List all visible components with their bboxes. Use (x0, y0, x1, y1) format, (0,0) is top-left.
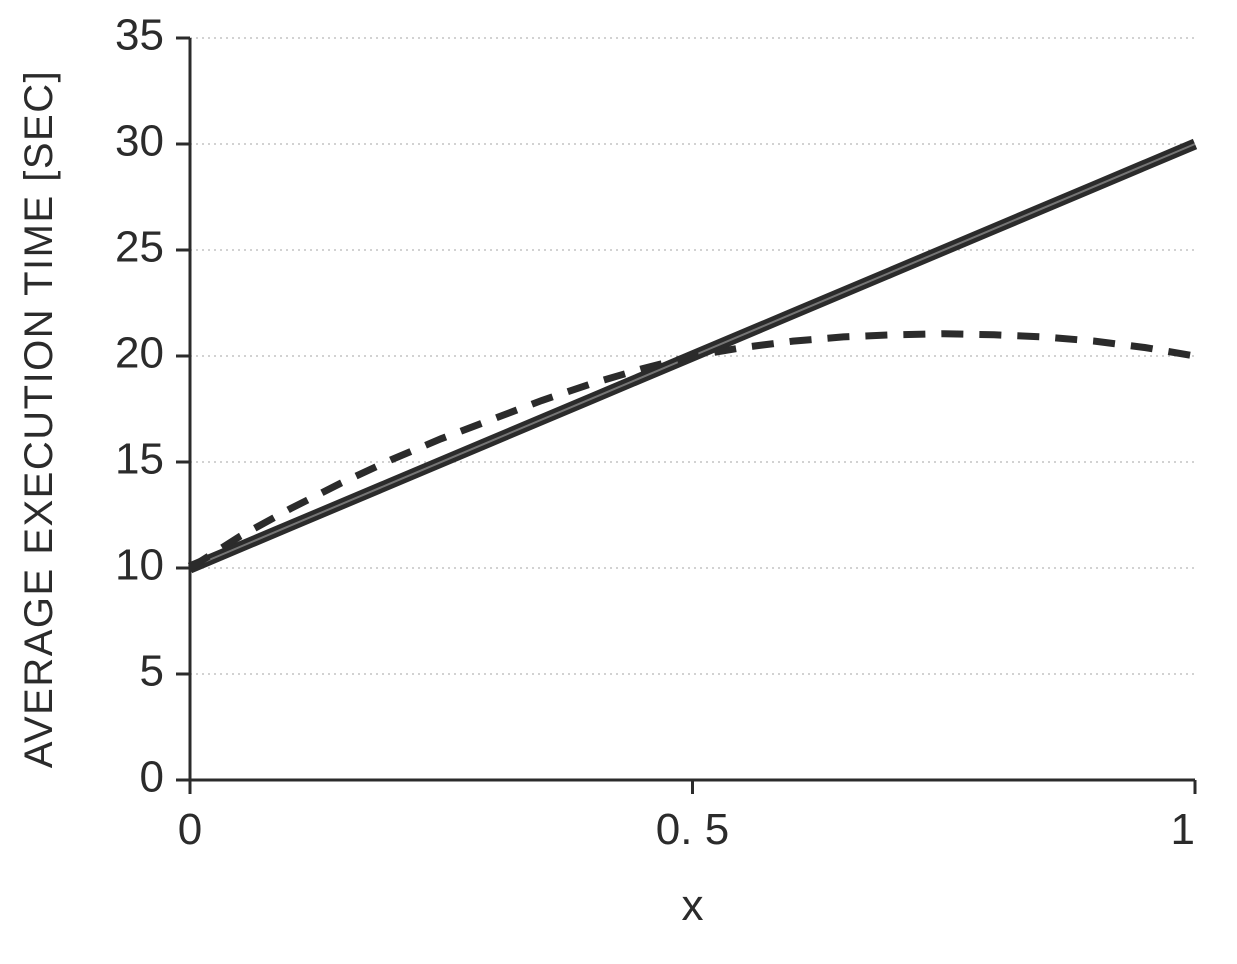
x-axis-title: x (682, 881, 704, 930)
x-tick-label: 1 (1171, 805, 1195, 854)
execution-time-chart: 0 5 10 15 20 25 30 35 0 0. 5 1 x AVERAGE EXECUTION T… (0, 0, 1237, 964)
x-tick-label: 0 (178, 805, 202, 854)
y-tick-label: 5 (140, 647, 164, 696)
y-tick-label: 20 (115, 329, 164, 378)
y-tick-label: 35 (115, 11, 164, 60)
y-tick-label: 0 (140, 753, 164, 802)
y-tick-label: 10 (115, 541, 164, 590)
y-tick-label: 30 (115, 117, 164, 166)
y-axis-title: AVERAGE EXECUTION TIME [SEC] (17, 70, 61, 768)
x-tick-label: 0. 5 (656, 805, 729, 854)
y-tick-label: 25 (115, 223, 164, 272)
chart-svg: 0 5 10 15 20 25 30 35 0 0. 5 1 x AVERAGE EXECUTION T… (0, 0, 1237, 964)
y-tick-label: 15 (115, 435, 164, 484)
